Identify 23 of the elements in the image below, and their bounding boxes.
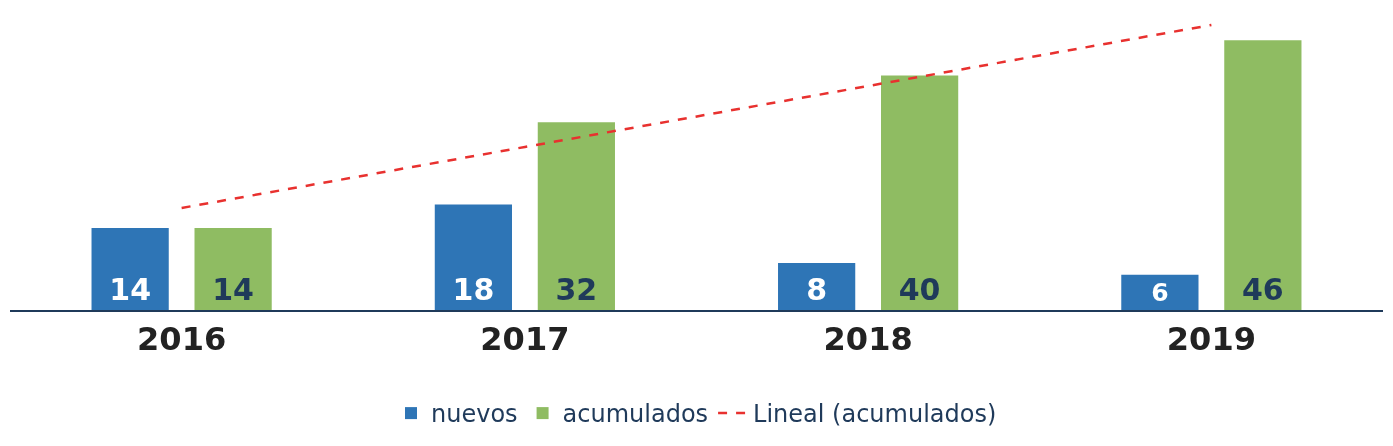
legend-label: acumulados — [562, 400, 709, 429]
x-tick-label: 2018 — [823, 320, 913, 359]
bar — [537, 122, 615, 310]
bar — [434, 204, 512, 310]
data-label: 8 — [806, 272, 828, 307]
data-label: 40 — [898, 272, 941, 307]
x-tick-label: 2016 — [137, 320, 227, 359]
data-label: 14 — [109, 272, 152, 307]
bar — [881, 75, 959, 310]
legend-label: Lineal (acumulados) — [753, 400, 997, 429]
bar — [1224, 40, 1302, 310]
bar — [1121, 274, 1199, 310]
x-tick-label: 2019 — [1166, 320, 1256, 359]
legend-label: nuevos — [431, 400, 518, 429]
data-label: 6 — [1151, 278, 1169, 308]
bar — [194, 227, 272, 310]
data-label: 18 — [452, 272, 495, 307]
x-tick-label: 2017 — [480, 320, 570, 359]
data-label: 14 — [212, 272, 254, 307]
bar — [91, 227, 169, 310]
bar — [778, 263, 856, 310]
data-label: 32 — [555, 272, 598, 307]
data-label: 46 — [1241, 272, 1284, 307]
